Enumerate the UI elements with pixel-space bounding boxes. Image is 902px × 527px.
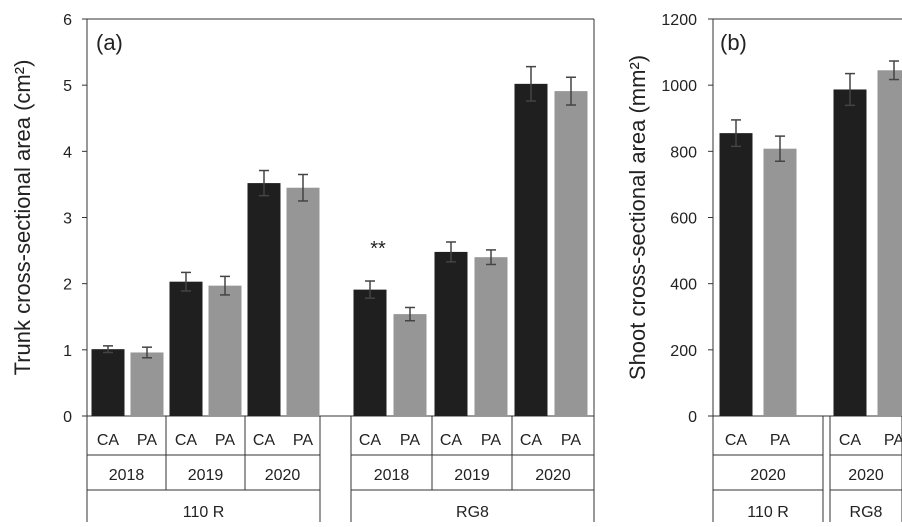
panel-a-y-tick-label: 1 (63, 343, 72, 360)
panel-a-bar-ca (435, 252, 468, 416)
panel-a-year-label: 2020 (265, 467, 301, 484)
panel-a-y-tick-label: 5 (63, 78, 72, 95)
panel-a-bar-ca (92, 349, 125, 416)
panel-a-y-tick-label: 2 (63, 277, 72, 294)
panel-a-category-label: CA (175, 432, 198, 449)
panel-a-bar-pa (131, 352, 164, 416)
panel-a-group-label: RG8 (456, 504, 489, 521)
panel-b-year-label: 2020 (848, 467, 884, 484)
panel-b-bar-pa (764, 149, 797, 416)
panel-b-y-tick-label: 0 (688, 409, 697, 426)
panel-b-category-label: PA (884, 432, 902, 449)
panel-a-group-label: 110 R (183, 504, 225, 521)
panel-a-category-label: CA (440, 432, 463, 449)
panel-a-category-label: PA (561, 432, 581, 449)
panel-a-category-label: PA (400, 432, 420, 449)
panel-a-bar-ca (248, 183, 281, 416)
panel-a-year-label: 2020 (535, 467, 571, 484)
panel-b-category-label: CA (839, 432, 862, 449)
panel-b-y-tick-label: 400 (670, 277, 697, 294)
panel-b-y-axis-title: Shoot cross-sectional area (mm²) (625, 55, 650, 380)
panel-b-y-tick-label: 800 (670, 144, 697, 161)
panel-a-year-label: 2019 (454, 467, 490, 484)
panel-a-category-label: PA (137, 432, 157, 449)
panel-a-bar-ca (515, 84, 548, 416)
panel-a-significance-annotation: ** (370, 238, 386, 260)
panel-b-y-tick-label: 600 (670, 211, 697, 228)
panel-a-category-label: CA (520, 432, 543, 449)
panel-a-y-tick-label: 4 (63, 144, 72, 161)
panel-a-panel-label: (a) (96, 30, 123, 55)
panel-a-bar-pa (394, 314, 427, 416)
panel-b-group-label: RG8 (850, 504, 883, 521)
panel-a-bar-pa (287, 188, 320, 416)
panel-a-y-tick-label: 0 (63, 409, 72, 426)
panel-a-y-axis-title: Trunk cross-sectional area (cm²) (10, 60, 35, 376)
panel-a-year-label: 2018 (374, 467, 410, 484)
panel-b-y-tick-label: 1000 (661, 78, 697, 95)
panel-a-category-label: CA (97, 432, 120, 449)
panel-a-bar-ca (170, 282, 203, 416)
panel-a-category-label: CA (253, 432, 276, 449)
panel-b-group-label: 110 R (747, 504, 789, 521)
panel-a-y-tick-label: 3 (63, 211, 72, 228)
panel-a-bar-pa (555, 91, 588, 416)
panel-b-y-tick-label: 200 (670, 343, 697, 360)
panel-a-year-label: 2019 (188, 467, 224, 484)
panel-a-bar-pa (475, 257, 508, 416)
panel-b-panel-label: (b) (720, 30, 747, 55)
panel-b-y-tick-label: 1200 (661, 12, 697, 29)
panel-a-category-label: PA (215, 432, 235, 449)
panel-b-bar-pa (878, 70, 902, 416)
panel-b-category-label: PA (770, 432, 790, 449)
panel-a-category-label: PA (293, 432, 313, 449)
panel-b-bar-ca (834, 89, 867, 416)
panel-a-year-label: 2018 (109, 467, 145, 484)
panel-a-category-label: PA (481, 432, 501, 449)
panel-b-year-label: 2020 (750, 467, 786, 484)
panel-a-y-tick-label: 6 (63, 12, 72, 29)
panel-a-category-label: CA (359, 432, 382, 449)
panel-a-bar-pa (209, 286, 242, 416)
panel-b-category-label: CA (725, 432, 748, 449)
panel-a-bar-ca (354, 290, 387, 416)
panel-b-bar-ca (720, 133, 753, 416)
